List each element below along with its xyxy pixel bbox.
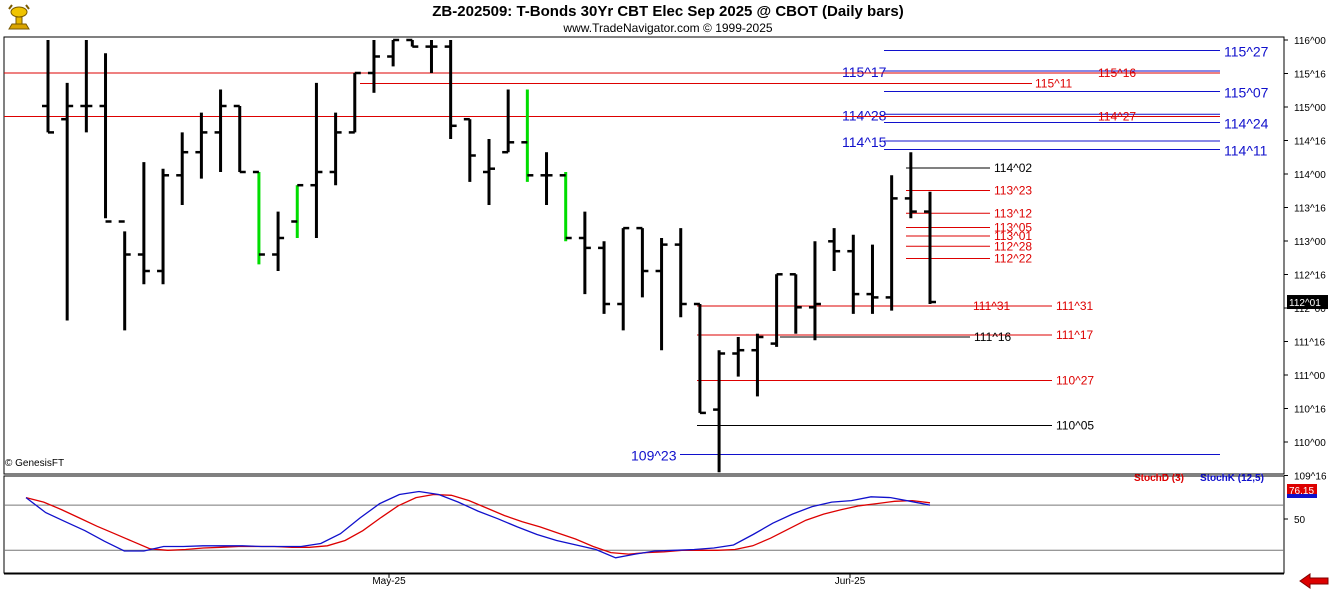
price-level-label: 112^28: [994, 239, 1032, 253]
price-level-label: 114^15: [842, 134, 887, 150]
stoch-tick-label: 50: [1294, 515, 1306, 526]
y-tick-label: 113^00: [1294, 237, 1326, 248]
price-level-label: 113^23: [994, 183, 1032, 197]
y-tick-label: 113^16: [1294, 204, 1326, 215]
last-price-box: [1287, 295, 1328, 310]
price-level-label: 115^17: [842, 64, 887, 80]
scroll-left-arrow-icon: [1299, 573, 1329, 589]
y-tick-label: 115^16: [1294, 70, 1326, 81]
x-tick-label: May-25: [372, 576, 406, 587]
y-tick-label: 114^00: [1294, 170, 1326, 181]
y-tick-label: 112^16: [1294, 271, 1326, 282]
y-tick-label: 110^16: [1294, 405, 1326, 416]
price-level-label: 110^27: [1056, 374, 1094, 388]
price-level-label: 112^22: [994, 251, 1032, 265]
legend-stoch-d: StochD (3): [1134, 473, 1184, 484]
price-level-label: 115^07: [1224, 84, 1269, 100]
y-tick-label: 112^00: [1294, 304, 1326, 315]
y-tick-label: 110^00: [1294, 438, 1326, 449]
price-panel-frame: [3, 36, 1285, 475]
price-level-label: 114^27: [1098, 110, 1136, 124]
stoch-last-value: 76.15: [1289, 486, 1314, 497]
data-credit: © GenesisFT: [5, 458, 65, 469]
price-level-label: 114^11: [1224, 143, 1268, 159]
price-level-label: 113^12: [994, 206, 1032, 220]
stoch-last-box: [1287, 484, 1317, 497]
y-tick-label: 116^00: [1294, 36, 1326, 47]
chart-subtitle: www.TradeNavigator.com © 1999-2025: [563, 21, 773, 35]
price-level-label: 115^27: [1224, 44, 1269, 60]
stoch-last-box-k: [1287, 494, 1317, 498]
price-level-label: 114^02: [994, 161, 1032, 175]
legend-stoch-k: StochK (12,5): [1200, 473, 1264, 484]
x-tick-label: Jun-25: [835, 576, 866, 587]
stoch-panel-frame: [3, 475, 1285, 574]
price-level-label: 110^05: [1056, 418, 1094, 432]
price-level-label: 114^28: [842, 107, 887, 123]
y-tick-label: 114^16: [1294, 137, 1326, 148]
price-level-label: 111^16: [974, 330, 1012, 344]
stoch-d-line: [25, 493, 931, 555]
y-tick-label: 109^16: [1294, 472, 1327, 483]
bull-trophy-icon: [3, 3, 35, 38]
price-level-label: 111^31: [1056, 299, 1094, 313]
stoch-k-line: [25, 490, 931, 559]
price-level-label: 115^16: [1098, 66, 1136, 80]
price-level-label: 115^11: [1035, 77, 1073, 91]
price-level-label: 113^05: [994, 220, 1032, 234]
chart-title: ZB-202509: T-Bonds 30Yr CBT Elec Sep 202…: [432, 3, 904, 20]
price-level-label: 113^01: [994, 229, 1032, 243]
y-tick-label: 111^00: [1294, 371, 1325, 382]
y-tick-label: 115^00: [1294, 103, 1326, 114]
price-level-label: 111^17: [1056, 328, 1094, 342]
price-level-label: 114^24: [1224, 116, 1269, 132]
last-price-label: 112^01: [1289, 298, 1321, 309]
price-level-label: 109^23: [631, 447, 677, 463]
y-tick-label: 111^16: [1294, 338, 1325, 349]
